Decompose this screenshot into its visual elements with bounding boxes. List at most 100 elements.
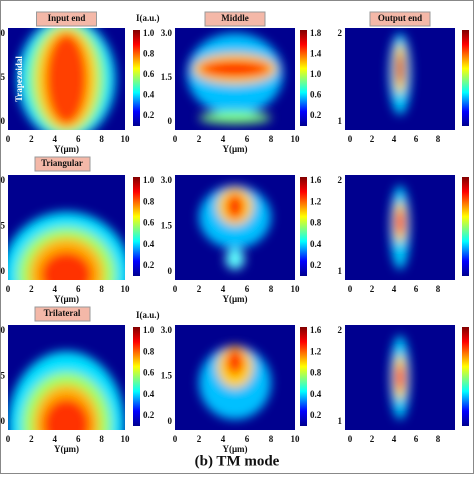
colorbar-tick-label: 0.8: [143, 196, 155, 206]
x-tick-label: 4: [53, 434, 58, 444]
x-tick-label: 8: [99, 434, 104, 444]
column-title: Middle: [221, 13, 249, 23]
heat-blob: [226, 349, 244, 375]
x-tick-label: 2: [197, 134, 202, 144]
x-tick-label: 0: [173, 284, 178, 294]
heat: [8, 211, 125, 280]
heat: [199, 346, 271, 420]
x-tick-label: 2: [370, 284, 375, 294]
heat-blob: [395, 209, 405, 235]
heat: [199, 185, 271, 270]
x-tick-label: 2: [29, 134, 34, 144]
heat-blob: [396, 53, 404, 85]
heatmap: [8, 325, 125, 430]
colorbar-tick-label: 0.4: [143, 90, 155, 100]
y-tick-label: 0: [168, 416, 173, 426]
y-tick-label: 1: [338, 116, 343, 126]
row-label-box: [34, 306, 91, 322]
colorbar-tick-label: 0.2: [310, 110, 322, 120]
x-tick-label: 0: [173, 134, 178, 144]
x-tick-label: 6: [245, 434, 250, 444]
y-tick-label: 2: [338, 28, 343, 38]
y-tick-label: 0: [1, 116, 6, 126]
heat-blob: [199, 111, 271, 124]
x-tick-label: 10: [291, 134, 301, 144]
x-tick-label: 6: [245, 134, 250, 144]
x-tick-label: 10: [291, 284, 301, 294]
y-tick-label: 3.0: [161, 325, 173, 335]
y-tick-label: 3.0: [161, 28, 173, 38]
colorbar-tick-label: 1.6: [310, 175, 322, 185]
colorbar: [133, 327, 140, 426]
colorbar-tick-label: 0.6: [143, 69, 155, 79]
x-tick-label: 4: [221, 434, 226, 444]
row-label-box: [34, 156, 91, 172]
colorbar: [133, 177, 140, 276]
colorbar-tick-label: 0.8: [310, 218, 322, 228]
x-tick-label: 2: [197, 434, 202, 444]
row-label: Trilateral: [44, 308, 81, 318]
colorbar-tick-label: 0.2: [143, 410, 155, 420]
heatmap: [345, 175, 455, 280]
x-tick-label: 8: [99, 134, 104, 144]
x-axis-label: Y(μm): [54, 144, 79, 154]
x-tick-label: 2: [370, 434, 375, 444]
y-tick-label: 1: [338, 416, 343, 426]
x-axis-label: Y(μm): [222, 294, 247, 304]
x-tick-label: 8: [269, 134, 274, 144]
x-tick-label: 0: [348, 434, 353, 444]
x-tick-label: 10: [121, 134, 131, 144]
colorbar: [133, 30, 140, 126]
heat: [187, 33, 283, 124]
x-tick-label: 6: [414, 134, 419, 144]
colorbar-tick-label: 0.6: [143, 368, 155, 378]
x-tick-label: 6: [76, 434, 81, 444]
x-tick-label: 8: [436, 134, 441, 144]
x-tick-label: 2: [29, 434, 34, 444]
x-tick-label: 10: [121, 284, 131, 294]
y-tick-label: 1.0: [0, 175, 6, 185]
colorbar-tick-label: 1.2: [310, 346, 322, 356]
colorbar-tick-label: 0.4: [143, 239, 155, 249]
x-tick-label: 0: [6, 434, 11, 444]
column-title-box: [36, 11, 97, 27]
colorbar-tick-label: 1.6: [310, 325, 322, 335]
column-title-box: [369, 11, 431, 27]
x-tick-label: 0: [173, 434, 178, 444]
column-title: Input end: [48, 13, 86, 23]
row-label: Trapezoidal: [14, 56, 24, 102]
colorbar-tick-label: 0.6: [310, 90, 322, 100]
x-tick-label: 8: [436, 284, 441, 294]
colorbar-tick-label: 0.8: [143, 49, 155, 59]
heatmap: [345, 325, 455, 430]
y-tick-label: 2: [338, 175, 343, 185]
x-tick-label: 4: [392, 434, 397, 444]
heatmap: [175, 175, 295, 280]
row-label: Triangular: [41, 158, 83, 168]
x-tick-label: 6: [76, 284, 81, 294]
x-tick-label: 4: [53, 284, 58, 294]
colorbar: [300, 327, 307, 426]
colorbar-title: I(a.u.): [136, 13, 160, 23]
x-tick-label: 6: [76, 134, 81, 144]
colorbar: [462, 327, 469, 426]
y-tick-label: 1.5: [161, 371, 173, 381]
x-tick-label: 4: [53, 134, 58, 144]
heat-blob: [199, 60, 271, 77]
colorbar-tick-label: 0.2: [143, 110, 155, 120]
y-tick-label: 0: [168, 116, 173, 126]
x-tick-label: 8: [436, 434, 441, 444]
colorbar-tick-label: 1.0: [143, 175, 155, 185]
colorbar-tick-label: 0.2: [143, 260, 155, 270]
y-tick-label: 2: [338, 325, 343, 335]
colorbar-tick-label: 1.4: [310, 49, 322, 59]
x-tick-label: 4: [392, 134, 397, 144]
x-axis-label: Y(μm): [54, 294, 79, 304]
column-title-box: [204, 11, 266, 27]
colorbar-title: I(a.u.): [136, 310, 160, 320]
heat-blob: [226, 193, 244, 220]
colorbar-tick-label: 0.4: [310, 389, 322, 399]
y-tick-label: 1.0: [0, 28, 6, 38]
y-tick-label: 1.5: [161, 221, 173, 231]
colorbar-tick-label: 0.2: [310, 260, 322, 270]
